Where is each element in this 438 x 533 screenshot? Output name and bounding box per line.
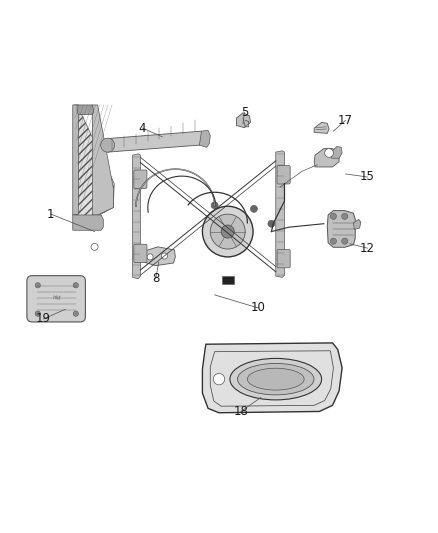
Ellipse shape bbox=[237, 364, 314, 395]
Text: 8: 8 bbox=[152, 272, 159, 285]
Circle shape bbox=[202, 206, 253, 257]
Polygon shape bbox=[330, 147, 342, 158]
Text: 5: 5 bbox=[240, 106, 248, 119]
Polygon shape bbox=[314, 149, 339, 167]
Circle shape bbox=[147, 254, 153, 260]
Circle shape bbox=[213, 374, 225, 385]
Polygon shape bbox=[353, 220, 361, 229]
Circle shape bbox=[211, 202, 218, 209]
Ellipse shape bbox=[230, 358, 321, 400]
Circle shape bbox=[210, 214, 245, 249]
Circle shape bbox=[161, 253, 167, 259]
FancyBboxPatch shape bbox=[277, 249, 290, 268]
Polygon shape bbox=[276, 151, 285, 277]
Polygon shape bbox=[144, 247, 175, 265]
Polygon shape bbox=[237, 113, 251, 128]
Circle shape bbox=[35, 311, 40, 316]
Text: 19: 19 bbox=[36, 312, 51, 325]
Circle shape bbox=[73, 282, 78, 288]
Polygon shape bbox=[314, 123, 329, 133]
Circle shape bbox=[268, 220, 275, 227]
Circle shape bbox=[73, 311, 78, 316]
FancyBboxPatch shape bbox=[134, 170, 147, 188]
Text: 4: 4 bbox=[139, 122, 146, 135]
FancyBboxPatch shape bbox=[134, 244, 147, 263]
Text: 15: 15 bbox=[360, 171, 375, 183]
Polygon shape bbox=[199, 130, 210, 147]
Circle shape bbox=[330, 238, 336, 244]
Text: Hid: Hid bbox=[52, 295, 61, 301]
FancyBboxPatch shape bbox=[277, 166, 290, 184]
FancyBboxPatch shape bbox=[27, 276, 85, 322]
Circle shape bbox=[91, 244, 98, 251]
Polygon shape bbox=[74, 105, 114, 216]
Polygon shape bbox=[77, 105, 94, 115]
Polygon shape bbox=[73, 105, 78, 215]
Circle shape bbox=[342, 213, 348, 220]
Circle shape bbox=[35, 282, 40, 288]
Polygon shape bbox=[202, 343, 342, 413]
Circle shape bbox=[101, 138, 115, 152]
Circle shape bbox=[325, 149, 333, 157]
Text: 12: 12 bbox=[360, 241, 375, 255]
Circle shape bbox=[342, 238, 348, 244]
Text: 10: 10 bbox=[251, 302, 266, 314]
Ellipse shape bbox=[247, 368, 304, 390]
Polygon shape bbox=[73, 215, 103, 230]
Text: 1: 1 bbox=[47, 208, 55, 221]
Text: 17: 17 bbox=[338, 114, 353, 127]
FancyBboxPatch shape bbox=[222, 276, 234, 284]
Polygon shape bbox=[133, 154, 141, 279]
Circle shape bbox=[221, 225, 234, 238]
Polygon shape bbox=[92, 105, 113, 215]
Polygon shape bbox=[103, 131, 206, 152]
Text: 18: 18 bbox=[233, 405, 248, 418]
Circle shape bbox=[330, 213, 336, 220]
Circle shape bbox=[251, 205, 258, 212]
Polygon shape bbox=[327, 211, 355, 247]
